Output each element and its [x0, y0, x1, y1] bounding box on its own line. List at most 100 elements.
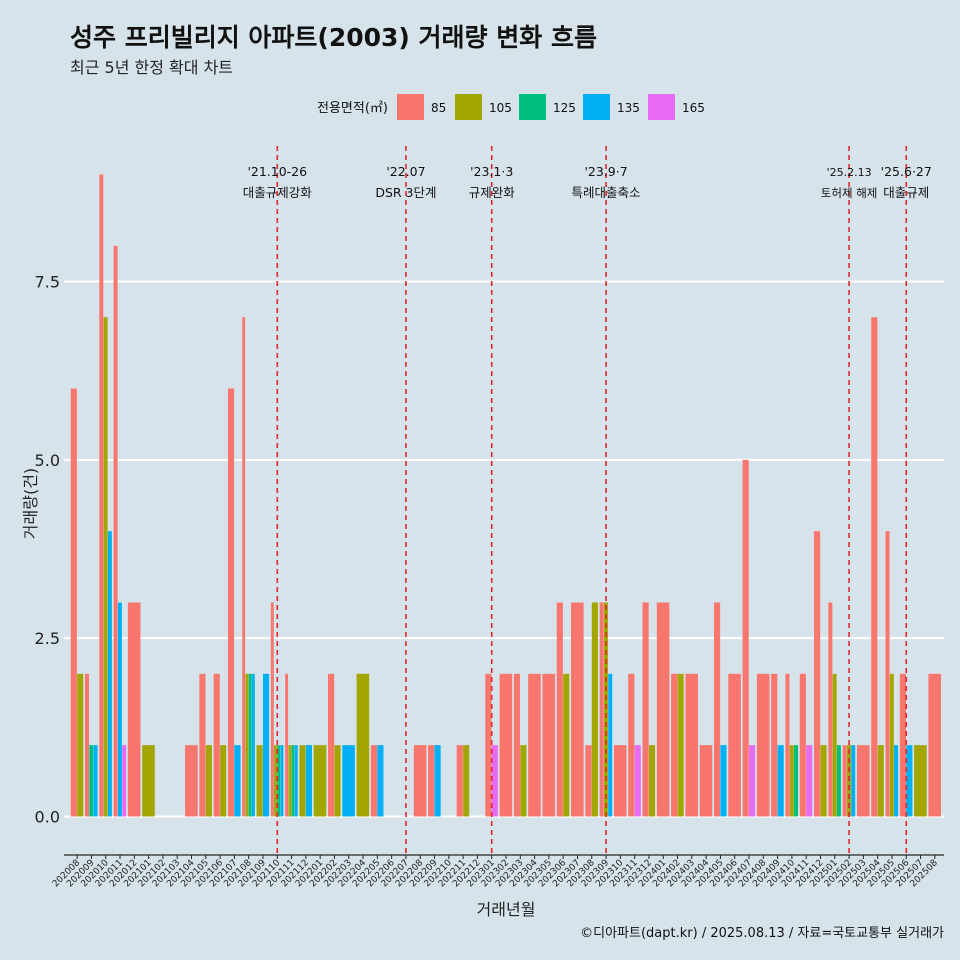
bar-202208-85	[413, 745, 427, 817]
bar-202011-165	[122, 745, 127, 817]
bar-202306-105	[563, 673, 570, 817]
legend-swatch-85	[397, 94, 424, 120]
bar-202412-105	[820, 745, 827, 817]
bar-202108-105	[245, 673, 249, 817]
bar-202308-105	[591, 602, 598, 817]
bar-202105-85	[199, 673, 206, 817]
policy-event-lines: '21.10-26 대출규제강화 '22.07 DSR 3단계 '23.1·3 규제완화 '…	[243, 146, 932, 855]
event-name-label: DSR 3단계	[375, 185, 436, 200]
bar-202202-105	[334, 745, 341, 817]
event-name-label: 특례대출축소	[572, 185, 641, 200]
bar-202301-85	[485, 673, 492, 817]
bar-202410-85	[785, 673, 790, 817]
event-name-label: 대출규제강화	[243, 185, 313, 200]
bar-202502-85	[842, 745, 847, 817]
source-caption: ©디아파트(dapt.kr) / 2025.08.13 / 자료=국토교통부 실…	[580, 926, 944, 941]
bar-202009-125	[89, 745, 94, 817]
bar-202209-85	[428, 745, 435, 817]
bar-202107-85	[227, 388, 235, 817]
legend-swatch-135	[583, 94, 610, 120]
bar-202411-85	[799, 673, 806, 817]
bar-202405-85	[713, 602, 721, 817]
bar-202110-105	[274, 745, 277, 817]
bar-202408-85	[756, 673, 770, 817]
event-name-label: 토허제 해제	[821, 186, 878, 200]
bar-202309-105	[603, 602, 608, 817]
bar-202108-85	[242, 317, 246, 817]
bar-202009-85	[85, 673, 89, 817]
legend-swatch-125	[519, 94, 546, 120]
bar-202106-85	[213, 673, 220, 817]
bars	[70, 174, 941, 817]
bar-202405-135	[720, 745, 727, 817]
bar-202308-85	[585, 745, 592, 817]
legend-label-105: 105	[489, 101, 512, 115]
bar-202111-125	[291, 745, 295, 817]
bar-202409-85	[771, 673, 778, 817]
bar-202312-105	[648, 745, 656, 817]
y-tick-label: 2.5	[35, 629, 60, 648]
bar-202307-85	[571, 602, 584, 817]
bar-202110-85	[270, 602, 274, 817]
bar-202109-105	[256, 745, 263, 817]
bar-202311-165	[634, 745, 641, 817]
bar-202312-85	[642, 602, 649, 817]
bar-202309-85	[599, 602, 604, 817]
bar-202106-105	[220, 745, 227, 817]
bar-202501-85	[828, 602, 833, 817]
event-date-label: '22.07	[386, 164, 425, 179]
bar-202506-135	[906, 745, 913, 817]
bar-202205-85	[370, 745, 378, 817]
bar-202112-105	[299, 745, 306, 817]
y-axis-title: 거래량(건)	[21, 468, 40, 539]
bar-202501-105	[832, 673, 837, 817]
bar-202211-85	[456, 745, 463, 817]
bar-202506-85	[899, 673, 906, 817]
bar-202303-85	[513, 673, 520, 817]
bar-202305-85	[542, 673, 556, 817]
legend-label-85: 85	[431, 101, 446, 115]
bar-202508-85	[928, 673, 941, 817]
bar-202108-125	[248, 673, 252, 817]
y-tick-label: 0.0	[35, 807, 60, 826]
bar-202202-85	[328, 673, 335, 817]
bar-202112-135	[305, 745, 313, 817]
bar-202502-135	[851, 745, 856, 817]
bar-202410-105	[789, 745, 794, 817]
axes: 0.02.55.07.52020082020092020102020112020…	[21, 273, 944, 919]
bar-202101-105	[142, 745, 155, 817]
event-name-label: 규제완화	[469, 185, 516, 200]
bar-202109-135	[262, 673, 270, 817]
bar-202111-105	[288, 745, 292, 817]
bar-202008-85	[70, 388, 77, 817]
legend-title: 전용면적(㎡)	[317, 101, 388, 116]
bar-202008-105	[77, 673, 84, 817]
bar-202503-85	[856, 745, 870, 817]
bar-202407-165	[749, 745, 756, 817]
legend-label-135: 135	[617, 101, 640, 115]
bar-202301-165	[491, 745, 498, 817]
bar-202111-85	[285, 673, 289, 817]
bar-202201-105	[313, 745, 327, 817]
bar-202504-85	[871, 317, 878, 817]
bar-202303-105	[520, 745, 527, 817]
bar-202105-105	[205, 745, 212, 817]
bar-202009-135	[93, 745, 98, 817]
event-date-label: '21.10-26	[247, 164, 307, 179]
bar-202203-135	[342, 745, 355, 817]
bar-202402-85	[671, 673, 678, 817]
bar-202211-105	[463, 745, 470, 817]
bar-202302-85	[499, 673, 513, 817]
bar-202110-125	[277, 745, 281, 817]
event-date-label: '25.2.13	[827, 166, 872, 179]
y-tick-label: 7.5	[35, 273, 60, 292]
bar-202403-85	[685, 673, 698, 817]
bar-202107-135	[234, 745, 241, 817]
event-date-label: '25.6·27	[881, 164, 932, 179]
bar-202010-105	[103, 317, 108, 817]
legend-label-125: 125	[553, 101, 576, 115]
bar-202404-85	[699, 745, 713, 817]
bar-202505-105	[889, 673, 894, 817]
